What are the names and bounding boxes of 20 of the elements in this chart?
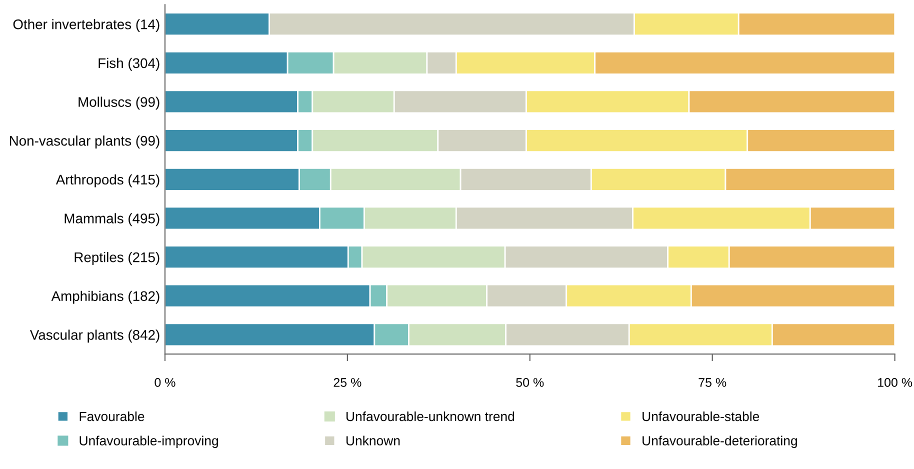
x-tick-label: 50 % bbox=[516, 378, 544, 387]
legend-label: Unfavourable-stable bbox=[642, 411, 760, 422]
y-tick-label: Fish (304) bbox=[98, 58, 160, 71]
x-tick-label: 0 % bbox=[154, 378, 176, 387]
y-tick-label: Vascular plants (842) bbox=[30, 330, 160, 343]
legend-label: Unfavourable-improving bbox=[80, 436, 218, 448]
legend-label: Unfavourable-unknown trend bbox=[346, 411, 514, 422]
legend-label: Unknown bbox=[346, 436, 400, 446]
x-tick-label: 75 % bbox=[698, 378, 726, 387]
legend-label: Unfavourable-deteriorating bbox=[642, 436, 797, 448]
x-tick-label: 25 % bbox=[334, 378, 362, 387]
y-tick-label: Non-vascular plants (99) bbox=[10, 136, 160, 148]
y-tick-label: Arthropods (415) bbox=[56, 174, 160, 188]
x-tick-label: 100 % bbox=[878, 378, 912, 387]
legend-label: Favourable bbox=[80, 411, 144, 422]
y-tick-label: Molluscs (99) bbox=[78, 96, 160, 110]
y-tick-label: Other invertebrates (14) bbox=[13, 19, 160, 32]
y-tick-label: Reptiles (215) bbox=[74, 252, 160, 265]
y-tick-label: Amphibians (182) bbox=[51, 290, 160, 304]
y-tick-label: Mammals (495) bbox=[64, 213, 160, 226]
